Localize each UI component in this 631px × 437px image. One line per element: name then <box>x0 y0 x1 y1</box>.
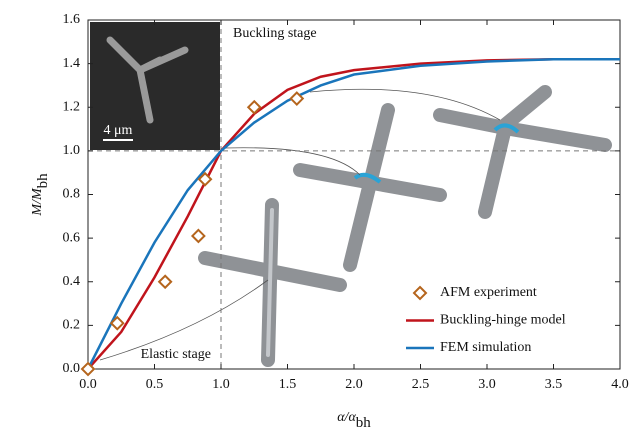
y-tick-label: 1.0 <box>63 143 81 158</box>
cross-hinge <box>440 92 605 212</box>
chart: 0.0 0.5 1.0 1.5 2.0 2.5 3.0 3.5 4.0 0.0 0.2 0.4 0.6 0… <box>0 0 631 437</box>
annotation: Elastic stage <box>141 347 211 362</box>
point <box>192 230 204 242</box>
x-tick-label: 3.0 <box>478 377 496 392</box>
point <box>159 276 171 288</box>
x-tick-label: 2.5 <box>412 377 430 392</box>
x-tick-label: 1.5 <box>279 377 297 392</box>
y-tick-label: 0.4 <box>63 274 81 289</box>
x-axis-label: α/αbh <box>337 410 371 431</box>
y-tick-label: 1.4 <box>63 56 81 71</box>
annotation: 4 μm <box>104 123 133 138</box>
x-axis-label-main: α/α <box>337 410 356 425</box>
legend-label: Buckling-hinge model <box>440 313 566 328</box>
x-tick-label: 4.0 <box>611 377 629 392</box>
x-tick-label: 1.0 <box>212 377 230 392</box>
annotation: Buckling stage <box>233 26 317 41</box>
y-tick-label: 1.2 <box>63 99 81 114</box>
x-tick-label: 2.0 <box>345 377 363 392</box>
cross-elastic <box>205 205 340 360</box>
y-tick-label: 1.6 <box>63 12 81 27</box>
x-tick-label: 0.5 <box>146 377 164 392</box>
x-tick-label: 3.5 <box>545 377 563 392</box>
y-tick-label: 0.6 <box>63 230 81 245</box>
y-tick-label: 0.2 <box>63 318 81 333</box>
y-axis-label: M/Mbh <box>30 173 51 217</box>
y-axis-label-sub: bh <box>35 173 51 189</box>
legend-label: AFM experiment <box>440 285 537 300</box>
legend-label: FEM simulation <box>440 340 531 355</box>
x-axis-label-sub: bh <box>356 415 372 431</box>
y-axis-label-main: M/M <box>30 187 45 217</box>
y-tick-label: 0.0 <box>63 361 81 376</box>
y-tick-label: 0.8 <box>63 187 81 202</box>
cross-buckling <box>300 110 440 265</box>
x-tick-label: 0.0 <box>79 377 97 392</box>
legend-marker <box>414 287 426 299</box>
